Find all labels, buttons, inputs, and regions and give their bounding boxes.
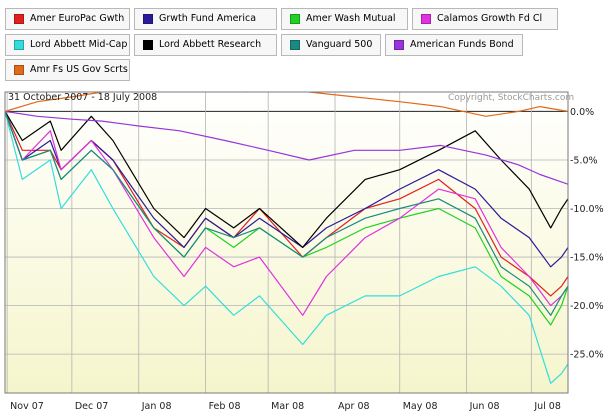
legend-swatch [143, 14, 153, 24]
y-axis: 0.0% -5.0% -10.0% -15.0% -20.0% -25.0% [570, 107, 604, 361]
legend-label: Lord Abbett Research [159, 39, 262, 50]
legend-item[interactable]: Vanguard 500 [281, 34, 381, 56]
legend-label: Amr Fs US Gov Scrts [30, 64, 128, 75]
x-tick-label: May 08 [403, 401, 438, 412]
x-tick-label: Feb 08 [209, 401, 241, 412]
legend-item[interactable]: American Funds Bond [385, 34, 523, 56]
legend-swatch [14, 14, 24, 24]
legend-item[interactable]: Lord Abbett Research [134, 34, 277, 56]
y-tick-label: -15.0% [570, 253, 604, 264]
plot-border [4, 91, 569, 394]
x-tick-label: Jan 08 [141, 401, 172, 412]
series-line [5, 110, 568, 185]
copyright-text: Copyright, StockCharts.com [448, 93, 574, 103]
series-line [5, 111, 568, 384]
series-line [5, 92, 568, 117]
plot-area [5, 92, 568, 393]
legend-item[interactable]: Amer EuroPac Gwth [5, 8, 130, 30]
date-range: 31 October 2007 - 18 July 2008 [8, 92, 157, 103]
legend-swatch [394, 40, 404, 50]
legend-label: American Funds Bond [410, 39, 514, 50]
x-tick-label: Mar 08 [271, 401, 304, 412]
series-line [5, 111, 568, 316]
legend-item[interactable]: Calamos Growth Fd Cl [412, 8, 558, 30]
y-tick-label: -20.0% [570, 301, 604, 312]
y-tick-label: -5.0% [570, 155, 598, 166]
y-tick-label: -10.0% [570, 204, 604, 215]
legend-swatch [14, 40, 24, 50]
legend-swatch [290, 14, 300, 24]
legend-label: Vanguard 500 [306, 39, 373, 50]
legend-label: Calamos Growth Fd Cl [437, 13, 543, 24]
series-line [5, 111, 568, 316]
legend-swatch [421, 14, 431, 24]
x-tick-label: Jun 08 [469, 401, 500, 412]
series-line [5, 111, 568, 248]
legend-item[interactable]: Amer Wash Mutual [281, 8, 408, 30]
legend-label: Amer EuroPac Gwth [30, 13, 125, 24]
legend: Amer EuroPac Gwth Grwth Fund America Amer … [0, 0, 615, 81]
legend-label: Lord Abbett Mid-Cap [30, 39, 128, 50]
legend-item[interactable]: Amr Fs US Gov Scrts [5, 59, 130, 81]
x-tick-label: Apr 08 [338, 401, 370, 412]
x-tick-label: Jul 08 [533, 401, 561, 412]
legend-swatch [143, 40, 153, 50]
x-axis: Nov 07 Dec 07 Jan 08 Feb 08 Mar 08 Apr 08 May … [10, 401, 561, 412]
legend-swatch [14, 65, 24, 75]
legend-item[interactable]: Lord Abbett Mid-Cap [5, 34, 130, 56]
legend-swatch [290, 40, 300, 50]
y-tick-label: -25.0% [570, 350, 604, 361]
y-tick-label: 0.0% [570, 107, 594, 118]
grid [5, 92, 568, 393]
legend-item[interactable]: Grwth Fund America [134, 8, 277, 30]
series-layer [5, 92, 568, 384]
x-tick-label: Nov 07 [10, 401, 44, 412]
legend-label: Amer Wash Mutual [306, 13, 396, 24]
legend-label: Grwth Fund America [159, 13, 257, 24]
x-tick-label: Dec 07 [75, 401, 109, 412]
